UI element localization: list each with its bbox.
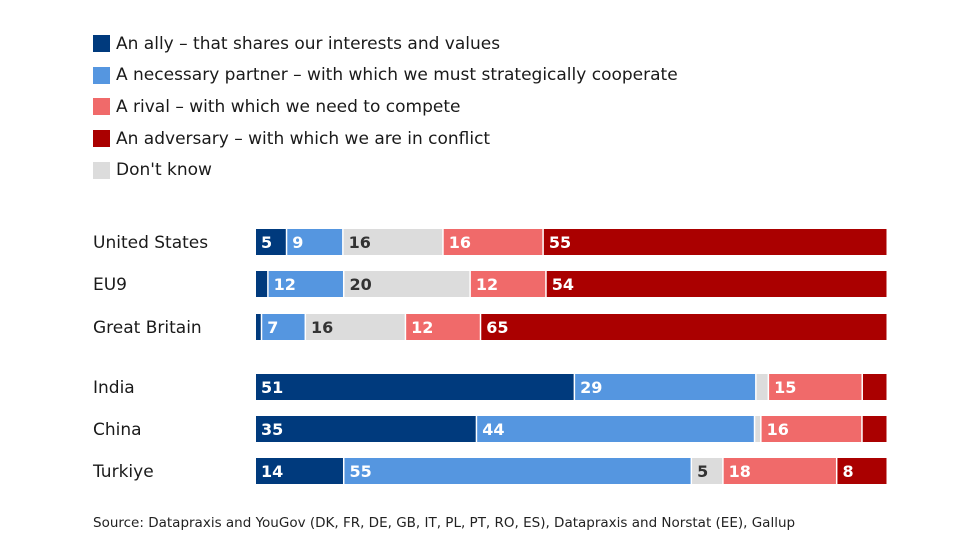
legend-label: A necessary partner – with which we must… <box>116 65 678 86</box>
category-label: China <box>93 420 142 440</box>
data-label: 8 <box>842 462 853 481</box>
data-label: 54 <box>552 275 574 294</box>
bar-segment <box>477 416 754 442</box>
source-note: Source: Datapraxis and YouGov (DK, FR, D… <box>93 515 796 531</box>
data-label: 51 <box>261 378 283 397</box>
bar-segment <box>256 416 476 442</box>
legend-item-3: An adversary – with which we are in conf… <box>93 123 678 155</box>
bar-segment <box>443 229 543 255</box>
bar-segment <box>723 458 836 484</box>
legend-item-1: A necessary partner – with which we must… <box>93 60 678 92</box>
data-label: 12 <box>411 318 433 337</box>
bar-segment <box>756 374 768 400</box>
bar-segment <box>256 314 261 340</box>
data-label: 12 <box>476 275 498 294</box>
data-label: 55 <box>549 233 571 252</box>
data-label: 35 <box>261 420 283 439</box>
bar-segment <box>862 416 887 442</box>
data-label: 55 <box>349 462 371 481</box>
data-label: 5 <box>261 233 272 252</box>
bar-segment <box>769 374 862 400</box>
bar-segment <box>543 229 887 255</box>
bar-segment <box>761 416 862 442</box>
bar-segment <box>287 229 343 255</box>
bar-segment <box>256 374 574 400</box>
data-label: 29 <box>580 378 602 397</box>
data-label: 16 <box>449 233 471 252</box>
data-label: 7 <box>267 318 278 337</box>
data-label: 9 <box>292 233 303 252</box>
bar-segment <box>470 271 546 297</box>
data-label: 18 <box>729 462 751 481</box>
data-label: 44 <box>482 420 504 439</box>
legend-item-0: An ally – that shares our interests and … <box>93 28 678 60</box>
data-label: 20 <box>349 275 371 294</box>
data-label: 16 <box>349 233 371 252</box>
bar-segment <box>256 229 286 255</box>
data-label: 65 <box>486 318 508 337</box>
data-label: 16 <box>767 420 789 439</box>
legend-label: A rival – with which we need to compete <box>116 96 461 117</box>
bar-segment <box>481 314 887 340</box>
bar-segment <box>268 271 343 297</box>
legend-swatch <box>93 161 110 179</box>
bar-segment <box>256 271 268 297</box>
data-label: 5 <box>697 462 708 481</box>
legend-item-2: A rival – with which we need to compete <box>93 91 678 123</box>
legend-label: An adversary – with which we are in conf… <box>116 128 491 149</box>
bar-segment <box>343 229 443 255</box>
category-label: Turkiye <box>92 462 154 482</box>
category-label: Great Britain <box>93 318 202 338</box>
bar-segment <box>262 314 305 340</box>
data-label: 15 <box>774 378 796 397</box>
bar-segment <box>406 314 480 340</box>
legend-swatch <box>93 66 110 84</box>
bar-segment <box>862 374 887 400</box>
bar-segment <box>546 271 887 297</box>
bar-segment <box>344 271 470 297</box>
bar-segment <box>837 458 887 484</box>
legend-swatch <box>93 130 110 148</box>
bar-segment <box>306 314 405 340</box>
legend-swatch <box>93 35 110 53</box>
data-label: 16 <box>311 318 333 337</box>
bar-segment <box>755 416 761 442</box>
legend: An ally – that shares our interests and … <box>93 28 678 186</box>
legend-swatch <box>93 98 110 116</box>
legend-item-4: Don't know <box>93 154 678 186</box>
bar-segment <box>575 374 756 400</box>
category-label: United States <box>93 233 208 253</box>
legend-label: Don't know <box>116 160 212 181</box>
data-label: 14 <box>261 462 283 481</box>
bar-segment <box>344 458 691 484</box>
bar-segment <box>256 458 343 484</box>
stacked-bar-chart: United States 5 9 16 16 55 EU9 12 20 12 54 Great Br… <box>92 229 887 484</box>
data-label: 12 <box>274 275 296 294</box>
legend-label: An ally – that shares our interests and … <box>116 33 501 54</box>
category-label: EU9 <box>93 275 127 295</box>
category-label: India <box>93 378 135 398</box>
bar-segment <box>692 458 723 484</box>
